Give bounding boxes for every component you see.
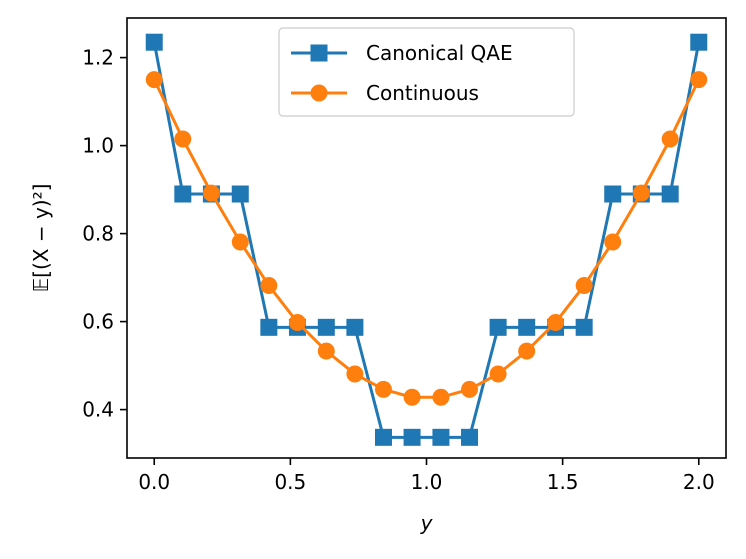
x-axis-label: y xyxy=(420,511,434,535)
x-tick-label: 1.0 xyxy=(411,470,443,494)
legend-box xyxy=(278,27,575,117)
data-point xyxy=(317,342,335,360)
series-line xyxy=(152,41,701,439)
legend-label: Canonical QAE xyxy=(366,41,513,65)
data-point xyxy=(575,277,593,295)
data-point xyxy=(202,184,220,202)
data-point xyxy=(374,380,392,398)
x-tick-label: 0.5 xyxy=(274,470,306,494)
series-continuous xyxy=(145,71,708,406)
data-point xyxy=(231,185,249,203)
y-tick-label: 0.6 xyxy=(82,310,114,334)
y-tick-label: 0.8 xyxy=(82,222,114,246)
data-point xyxy=(260,318,278,336)
data-point xyxy=(260,277,278,295)
data-point xyxy=(432,428,450,446)
legend-marker xyxy=(310,44,328,62)
data-point xyxy=(403,388,421,406)
x-tick-label: 0.0 xyxy=(138,470,170,494)
y-tick-label: 0.4 xyxy=(82,398,114,422)
data-point xyxy=(288,313,306,331)
data-point xyxy=(489,318,507,336)
series-line xyxy=(152,78,701,399)
legend-marker xyxy=(310,84,328,102)
data-point xyxy=(174,130,192,148)
data-point xyxy=(489,365,507,383)
data-point xyxy=(461,380,479,398)
y-tick-label: 1.0 xyxy=(82,134,114,158)
data-point xyxy=(632,184,650,202)
data-point xyxy=(174,185,192,203)
y-axis-label: 𝔼[(X − y)²] xyxy=(29,184,53,293)
data-point xyxy=(432,388,450,406)
data-point xyxy=(604,233,622,251)
data-point xyxy=(346,318,364,336)
data-point xyxy=(145,33,163,51)
data-point xyxy=(661,185,679,203)
legend-item: Continuous xyxy=(291,81,479,105)
data-point xyxy=(547,313,565,331)
y-tick-label: 1.2 xyxy=(82,46,114,70)
legend-item: Canonical QAE xyxy=(291,41,513,65)
x-tick-label: 2.0 xyxy=(683,470,715,494)
data-point xyxy=(518,318,536,336)
data-point xyxy=(231,233,249,251)
data-point xyxy=(346,365,364,383)
data-point xyxy=(145,71,163,89)
legend-label: Continuous xyxy=(366,81,479,105)
data-point xyxy=(661,130,679,148)
data-point xyxy=(461,428,479,446)
data-point xyxy=(690,71,708,89)
data-point xyxy=(518,342,536,360)
axes: 0.0 0.5 1.0 1.5 2.0 0.4 0.6 0.8 1.0 1.2 xyxy=(82,17,727,494)
data-point xyxy=(403,428,421,446)
data-point xyxy=(575,318,593,336)
data-point xyxy=(690,33,708,51)
data-point xyxy=(374,428,392,446)
x-tick-label: 1.5 xyxy=(547,470,579,494)
data-point xyxy=(317,318,335,336)
data-point xyxy=(604,185,622,203)
series-layer xyxy=(145,33,708,446)
legend: Canonical QAE Continuous xyxy=(278,27,575,117)
